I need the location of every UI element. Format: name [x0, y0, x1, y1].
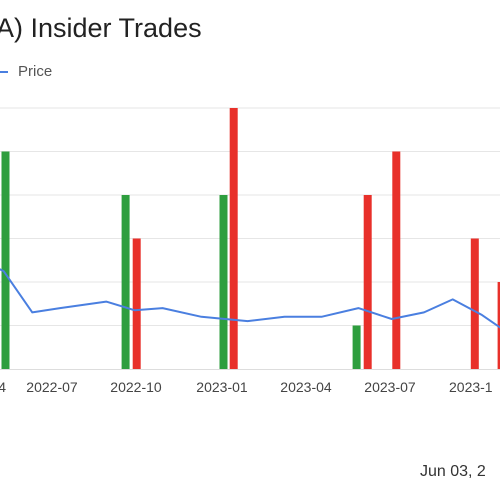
- legend-price-label: Price: [18, 63, 53, 80]
- sell-bar: [470, 238, 479, 369]
- price-line-group: [0, 268, 500, 329]
- x-tick-label: 2023-01: [196, 379, 248, 395]
- sell-bar: [229, 108, 238, 369]
- footer-date: Jun 03, 2: [420, 463, 486, 480]
- x-tick-label: 2023-07: [364, 379, 416, 395]
- sell-bar: [392, 151, 401, 369]
- gridlines: [0, 107, 500, 370]
- x-tick-labels: 4 2022-07 2022-10 2023-01 2023-04 2023-07 2023…: [0, 379, 493, 395]
- buy-bar: [121, 195, 130, 369]
- legend: Price: [0, 63, 52, 80]
- buy-bar: [352, 325, 361, 369]
- sell-bar: [363, 195, 372, 369]
- chart-title: A) Insider Trades: [0, 13, 202, 43]
- legend-price-swatch: [0, 70, 8, 73]
- sell-bar: [132, 238, 141, 369]
- buy-bar: [219, 195, 228, 369]
- x-tick-label: 2023-1: [449, 379, 493, 395]
- x-tick-label: 4: [0, 379, 6, 395]
- x-tick-label: 2022-07: [26, 379, 78, 395]
- x-tick-label: 2022-10: [110, 379, 162, 395]
- x-tick-label: 2023-04: [280, 379, 332, 395]
- trade-bars: [1, 108, 500, 369]
- buy-bar: [1, 151, 10, 369]
- price-line: [0, 268, 500, 329]
